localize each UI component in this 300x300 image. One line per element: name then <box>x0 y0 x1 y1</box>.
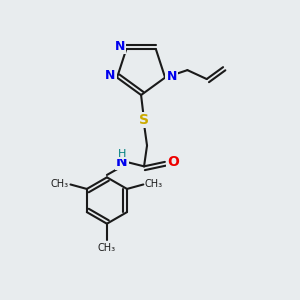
Text: O: O <box>167 155 179 169</box>
Text: N: N <box>115 40 125 53</box>
Text: CH₃: CH₃ <box>51 179 69 190</box>
Text: N: N <box>116 155 128 169</box>
Text: N: N <box>105 69 116 82</box>
Text: CH₃: CH₃ <box>98 243 116 253</box>
Text: S: S <box>139 113 149 127</box>
Text: H: H <box>118 148 126 159</box>
Text: CH₃: CH₃ <box>145 179 163 190</box>
Text: N: N <box>167 70 177 83</box>
